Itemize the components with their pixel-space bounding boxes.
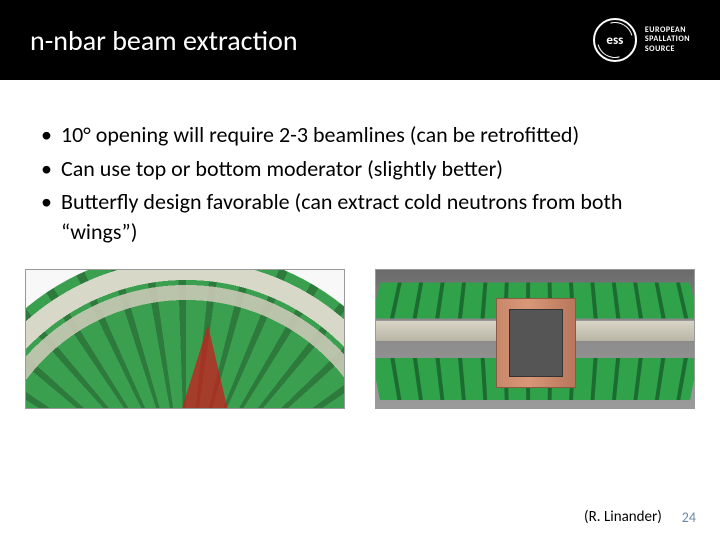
- figure-row: [0, 251, 720, 409]
- logo-text: EUROPEAN SPALLATION SOURCE: [645, 26, 690, 55]
- bullet-item: Can use top or bottom moderator (slightl…: [35, 154, 685, 184]
- bullet-list: 10° opening will require 2-3 beamlines (…: [35, 120, 685, 247]
- bullet-item: 10° opening will require 2-3 beamlines (…: [35, 120, 685, 150]
- credit-text: (R. Linander): [584, 508, 662, 526]
- slide-title: n-nbar beam extraction: [30, 23, 298, 58]
- page-number: 24: [682, 509, 696, 526]
- slide-header: n-nbar beam extraction ess EUROPEAN SPAL…: [0, 0, 720, 80]
- beam-wedge-icon: [174, 324, 238, 409]
- bullet-item: Butterfly design favorable (can extract …: [35, 187, 685, 246]
- ess-logo-icon: ess: [593, 18, 637, 62]
- logo-area: ess EUROPEAN SPALLATION SOURCE: [593, 18, 690, 62]
- figure-chamber: [375, 269, 695, 409]
- logo-line3: SOURCE: [645, 45, 690, 55]
- slide-footer: (R. Linander) 24: [584, 508, 696, 526]
- slide-body: 10° opening will require 2-3 beamlines (…: [0, 80, 720, 247]
- moderator-box-icon: [496, 298, 576, 388]
- figure-radial-fan: [25, 269, 345, 409]
